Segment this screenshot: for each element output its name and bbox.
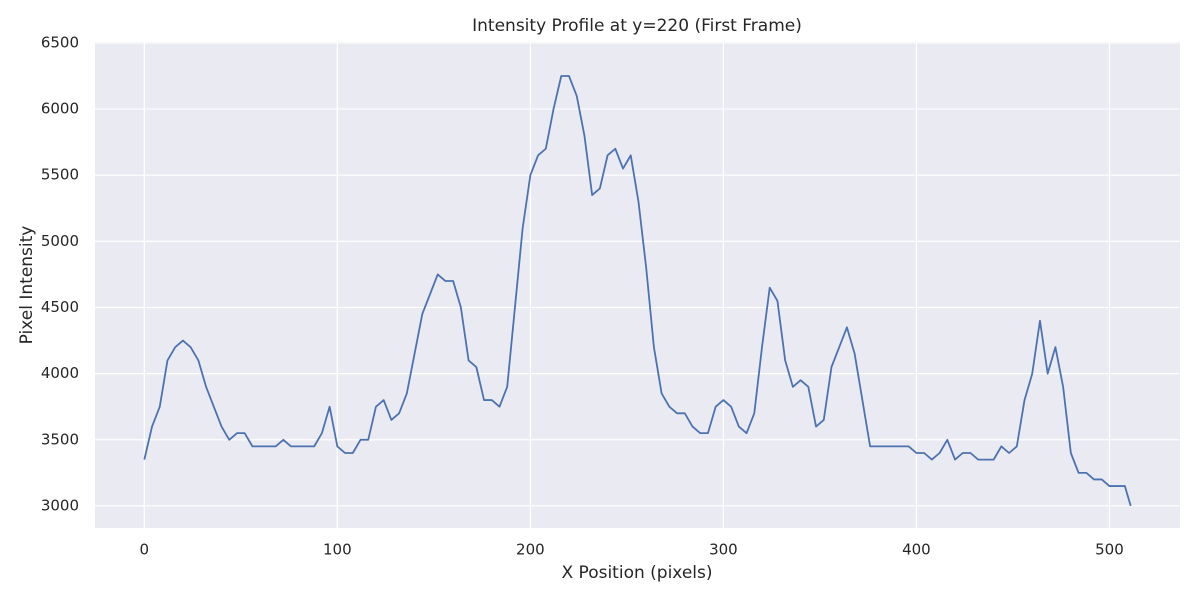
x-tick-label: 300 — [709, 541, 738, 559]
marks — [143, 75, 1132, 507]
x-tick-label: 500 — [1095, 541, 1124, 559]
y-tick-label: 6500 — [41, 33, 79, 51]
x-tick-label: 400 — [902, 541, 931, 559]
y-axis-label: Pixel Intensity — [17, 226, 37, 345]
y-tick-label: 6000 — [41, 100, 79, 118]
y-tick-label: 5000 — [41, 232, 79, 250]
y-tick-label: 3000 — [41, 496, 79, 514]
x-tick-label: 200 — [516, 541, 545, 559]
data-line — [143, 75, 1132, 507]
y-tick-label: 4500 — [41, 298, 79, 316]
y-tick-label: 3500 — [41, 430, 79, 448]
x-tick-label: 100 — [323, 541, 352, 559]
plot-area — [95, 42, 1180, 528]
x-axis-label: X Position (pixels) — [562, 563, 713, 583]
chart-title: Intensity Profile at y=220 (First Frame) — [472, 16, 802, 36]
y-tick-label: 5500 — [41, 166, 79, 184]
x-tick-label: 0 — [140, 541, 150, 559]
y-tick-label: 4000 — [41, 364, 79, 382]
grid — [95, 42, 1180, 528]
